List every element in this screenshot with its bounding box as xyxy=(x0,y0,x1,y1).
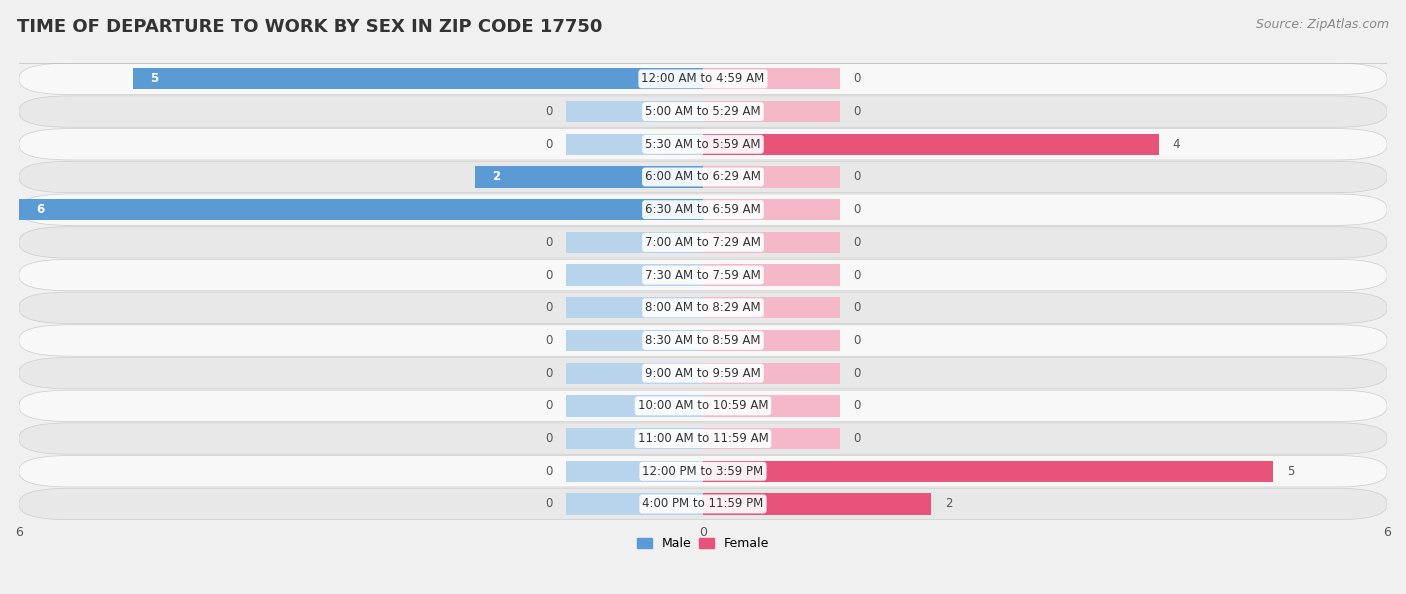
Text: 0: 0 xyxy=(853,170,860,184)
Text: 6:30 AM to 6:59 AM: 6:30 AM to 6:59 AM xyxy=(645,203,761,216)
Bar xyxy=(703,68,839,90)
Text: 2: 2 xyxy=(945,498,952,510)
FancyBboxPatch shape xyxy=(18,128,1388,160)
Bar xyxy=(703,461,1272,482)
Bar xyxy=(567,134,703,155)
FancyBboxPatch shape xyxy=(18,358,1388,389)
Text: 9:00 AM to 9:59 AM: 9:00 AM to 9:59 AM xyxy=(645,366,761,380)
Bar xyxy=(703,330,839,351)
Text: 5:00 AM to 5:29 AM: 5:00 AM to 5:29 AM xyxy=(645,105,761,118)
Bar xyxy=(703,297,839,318)
Bar xyxy=(134,68,703,90)
Text: 0: 0 xyxy=(853,105,860,118)
FancyBboxPatch shape xyxy=(18,456,1388,487)
Text: 6: 6 xyxy=(37,203,45,216)
Bar xyxy=(703,428,839,449)
Bar xyxy=(703,199,839,220)
Text: 8:00 AM to 8:29 AM: 8:00 AM to 8:29 AM xyxy=(645,301,761,314)
Text: 4:00 PM to 11:59 PM: 4:00 PM to 11:59 PM xyxy=(643,498,763,510)
Text: 6:00 AM to 6:29 AM: 6:00 AM to 6:29 AM xyxy=(645,170,761,184)
Bar xyxy=(703,232,839,253)
Text: 0: 0 xyxy=(546,432,553,445)
Text: 5: 5 xyxy=(150,72,159,86)
FancyBboxPatch shape xyxy=(18,488,1388,520)
Bar xyxy=(567,362,703,384)
Text: 4: 4 xyxy=(1173,138,1180,151)
Bar xyxy=(703,494,931,514)
Text: 0: 0 xyxy=(546,301,553,314)
Text: 8:30 AM to 8:59 AM: 8:30 AM to 8:59 AM xyxy=(645,334,761,347)
Text: 5: 5 xyxy=(1286,465,1294,478)
Bar xyxy=(703,166,839,188)
Bar xyxy=(567,494,703,514)
Text: 0: 0 xyxy=(546,236,553,249)
Bar xyxy=(567,395,703,416)
Text: 0: 0 xyxy=(546,498,553,510)
Bar xyxy=(703,395,839,416)
Text: 0: 0 xyxy=(546,366,553,380)
Text: 0: 0 xyxy=(853,334,860,347)
Text: 5:30 AM to 5:59 AM: 5:30 AM to 5:59 AM xyxy=(645,138,761,151)
Text: Source: ZipAtlas.com: Source: ZipAtlas.com xyxy=(1256,18,1389,31)
Text: 0: 0 xyxy=(546,268,553,282)
Text: 11:00 AM to 11:59 AM: 11:00 AM to 11:59 AM xyxy=(638,432,768,445)
Text: 0: 0 xyxy=(853,301,860,314)
Text: 0: 0 xyxy=(546,465,553,478)
Bar xyxy=(567,101,703,122)
Text: 10:00 AM to 10:59 AM: 10:00 AM to 10:59 AM xyxy=(638,399,768,412)
Text: 0: 0 xyxy=(853,72,860,86)
Text: 0: 0 xyxy=(853,432,860,445)
FancyBboxPatch shape xyxy=(18,423,1388,454)
Text: 0: 0 xyxy=(546,334,553,347)
Text: 2: 2 xyxy=(492,170,501,184)
Bar xyxy=(567,428,703,449)
Text: 0: 0 xyxy=(853,399,860,412)
FancyBboxPatch shape xyxy=(18,96,1388,127)
Text: 0: 0 xyxy=(853,268,860,282)
Legend: Male, Female: Male, Female xyxy=(631,532,775,555)
Text: 0: 0 xyxy=(546,105,553,118)
Bar xyxy=(567,330,703,351)
Text: 0: 0 xyxy=(546,138,553,151)
Text: 0: 0 xyxy=(546,399,553,412)
Text: TIME OF DEPARTURE TO WORK BY SEX IN ZIP CODE 17750: TIME OF DEPARTURE TO WORK BY SEX IN ZIP … xyxy=(17,18,602,36)
Bar xyxy=(567,264,703,286)
Bar xyxy=(567,461,703,482)
Text: 12:00 AM to 4:59 AM: 12:00 AM to 4:59 AM xyxy=(641,72,765,86)
Text: 7:30 AM to 7:59 AM: 7:30 AM to 7:59 AM xyxy=(645,268,761,282)
Bar xyxy=(703,362,839,384)
Text: 0: 0 xyxy=(853,366,860,380)
FancyBboxPatch shape xyxy=(18,162,1388,192)
Bar xyxy=(567,297,703,318)
Text: 12:00 PM to 3:59 PM: 12:00 PM to 3:59 PM xyxy=(643,465,763,478)
Text: 7:00 AM to 7:29 AM: 7:00 AM to 7:29 AM xyxy=(645,236,761,249)
Bar xyxy=(18,199,703,220)
FancyBboxPatch shape xyxy=(18,260,1388,291)
Bar xyxy=(703,134,1159,155)
FancyBboxPatch shape xyxy=(18,194,1388,225)
Text: 0: 0 xyxy=(853,236,860,249)
Bar xyxy=(475,166,703,188)
Bar xyxy=(703,264,839,286)
FancyBboxPatch shape xyxy=(18,390,1388,422)
FancyBboxPatch shape xyxy=(18,63,1388,94)
FancyBboxPatch shape xyxy=(18,227,1388,258)
Bar xyxy=(703,101,839,122)
FancyBboxPatch shape xyxy=(18,292,1388,324)
Bar xyxy=(567,232,703,253)
FancyBboxPatch shape xyxy=(18,325,1388,356)
Text: 0: 0 xyxy=(853,203,860,216)
